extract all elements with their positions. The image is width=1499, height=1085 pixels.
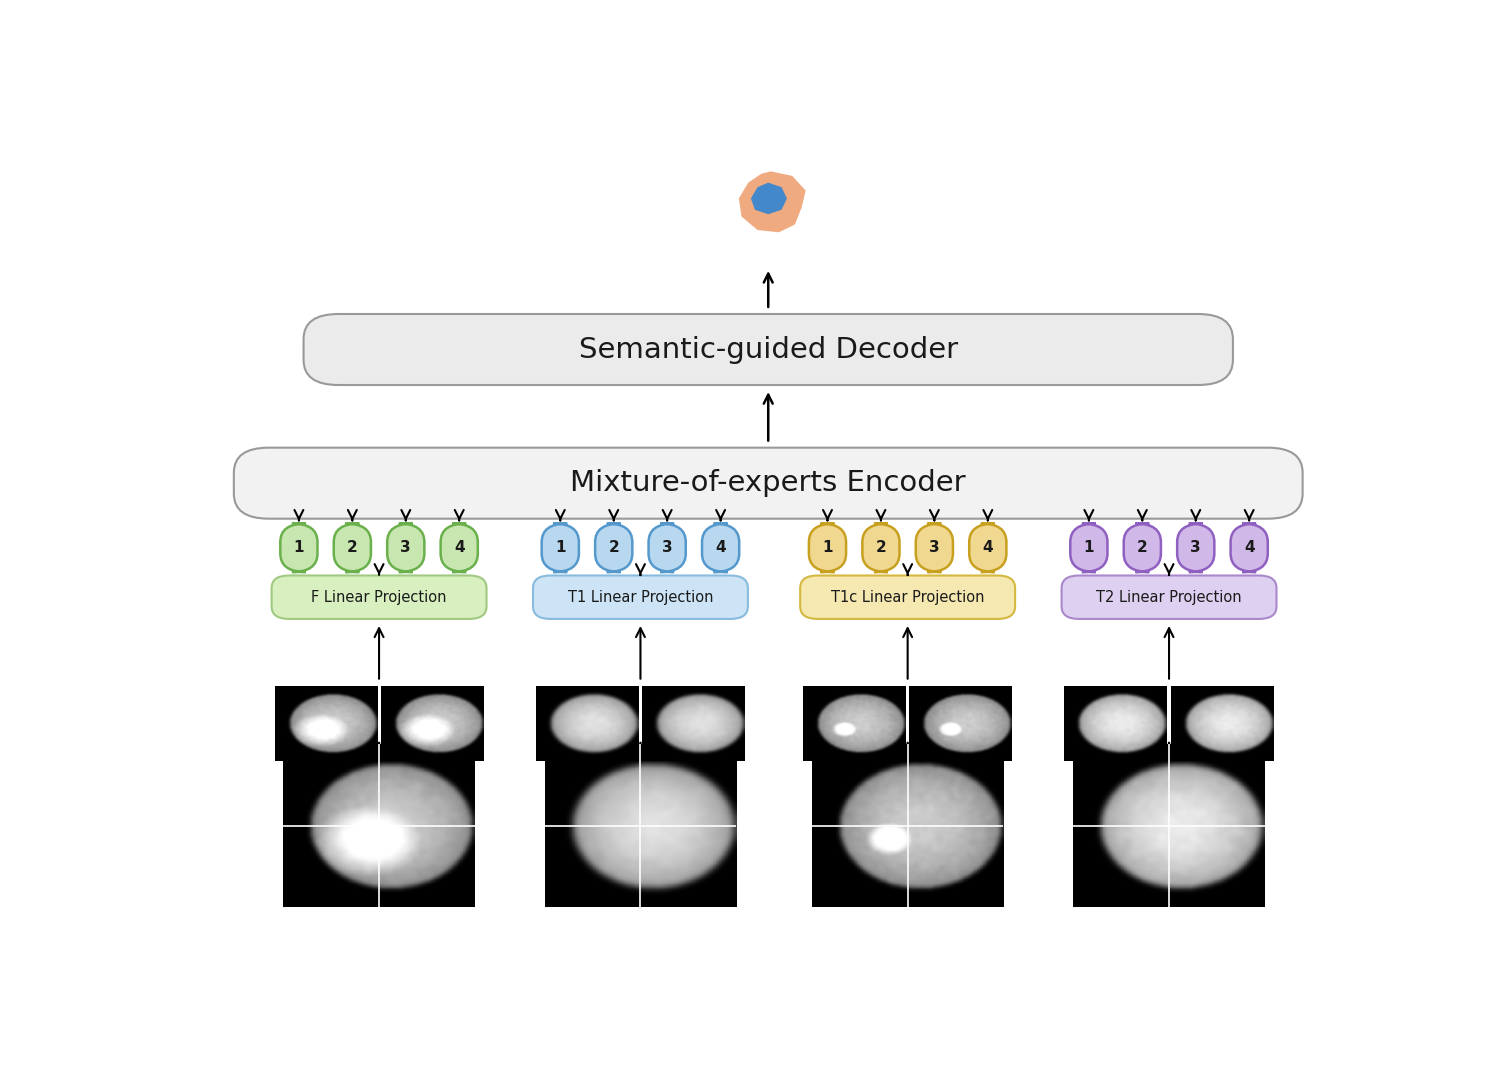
FancyBboxPatch shape: [1124, 524, 1160, 572]
Text: Mixture-of-experts Encoder: Mixture-of-experts Encoder: [571, 469, 965, 497]
Text: 2: 2: [1136, 540, 1148, 556]
FancyBboxPatch shape: [1070, 524, 1108, 572]
Text: 3: 3: [1190, 540, 1201, 556]
Text: 1: 1: [294, 540, 304, 556]
FancyBboxPatch shape: [334, 524, 370, 572]
Text: 4: 4: [1244, 540, 1255, 556]
Text: 4: 4: [715, 540, 726, 556]
Text: T2 Linear Projection: T2 Linear Projection: [1096, 590, 1241, 604]
FancyBboxPatch shape: [1231, 524, 1268, 572]
Polygon shape: [739, 171, 805, 232]
FancyBboxPatch shape: [916, 524, 953, 572]
Text: 3: 3: [400, 540, 411, 556]
Text: 4: 4: [982, 540, 994, 556]
FancyBboxPatch shape: [970, 524, 1006, 572]
FancyBboxPatch shape: [541, 524, 579, 572]
Text: Semantic-guided Decoder: Semantic-guided Decoder: [579, 335, 958, 363]
FancyBboxPatch shape: [809, 524, 845, 572]
Text: T1c Linear Projection: T1c Linear Projection: [830, 590, 985, 604]
FancyBboxPatch shape: [1061, 575, 1277, 618]
FancyBboxPatch shape: [387, 524, 424, 572]
FancyBboxPatch shape: [234, 448, 1303, 519]
FancyBboxPatch shape: [800, 575, 1015, 618]
Text: 1: 1: [823, 540, 833, 556]
FancyBboxPatch shape: [280, 524, 318, 572]
FancyBboxPatch shape: [649, 524, 685, 572]
Text: 2: 2: [609, 540, 619, 556]
FancyBboxPatch shape: [702, 524, 739, 572]
Text: T1 Linear Projection: T1 Linear Projection: [568, 590, 714, 604]
Text: 1: 1: [555, 540, 565, 556]
FancyBboxPatch shape: [595, 524, 633, 572]
Text: 3: 3: [929, 540, 940, 556]
FancyBboxPatch shape: [534, 575, 748, 618]
Polygon shape: [751, 182, 787, 214]
FancyBboxPatch shape: [441, 524, 478, 572]
Text: 4: 4: [454, 540, 465, 556]
Text: 2: 2: [346, 540, 358, 556]
FancyBboxPatch shape: [1177, 524, 1214, 572]
FancyBboxPatch shape: [303, 314, 1234, 385]
Text: 1: 1: [1084, 540, 1094, 556]
FancyBboxPatch shape: [862, 524, 899, 572]
Text: 3: 3: [663, 540, 673, 556]
Text: F Linear Projection: F Linear Projection: [312, 590, 447, 604]
Text: 2: 2: [875, 540, 886, 556]
FancyBboxPatch shape: [271, 575, 487, 618]
